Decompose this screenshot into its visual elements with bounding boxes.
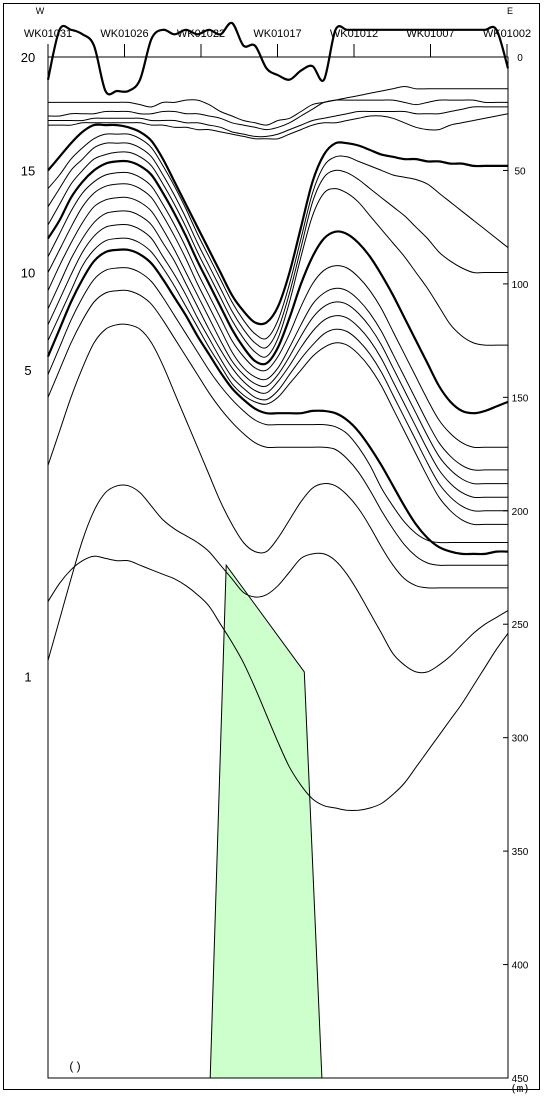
isotherm-18-5	[47, 99, 508, 131]
isotherm-13	[47, 210, 508, 499]
isotherm-12	[47, 237, 508, 526]
temperature-tick-label: 20	[21, 50, 35, 65]
isotherm-14-5	[47, 171, 508, 449]
chart-frame	[3, 3, 540, 1090]
east-label: E	[507, 6, 513, 16]
depth-tick-label: 50	[514, 166, 526, 177]
depth-tick-label: 250	[512, 620, 529, 631]
isotherm-12-5	[47, 223, 508, 512]
temperature-tick-label: 1	[24, 669, 31, 684]
west-label: W	[36, 6, 45, 16]
isotherm-10	[47, 289, 508, 566]
isotherm-13-5	[47, 196, 508, 485]
depth-tick-label: 400	[512, 961, 529, 972]
depth-tick-label: 450	[512, 1074, 529, 1085]
station-label: WK01002	[483, 28, 531, 40]
depth-tick-label: 100	[512, 280, 529, 291]
isotherm-16	[47, 142, 508, 349]
station-label: WK01012	[330, 28, 378, 40]
isotherm-7	[47, 484, 509, 674]
depth-unit-label: (m)	[510, 1082, 530, 1095]
highlight-region	[209, 563, 323, 1079]
depth-tick-label: 150	[512, 393, 529, 404]
isotherm-15	[47, 159, 509, 415]
depth-tick-label: 350	[512, 847, 529, 858]
bottom-note: ( )	[69, 1059, 80, 1073]
isotherm-17-5	[48, 113, 509, 140]
depth-tick-label: 300	[512, 734, 529, 745]
isotherm-20	[46, 21, 510, 96]
isotherm-11	[47, 267, 508, 544]
station-label: WK01026	[100, 28, 148, 40]
isotherm-16-5	[47, 133, 509, 340]
station-label: WK01017	[253, 28, 301, 40]
depth-tick-label: 200	[512, 507, 529, 518]
isotherm-9	[47, 323, 508, 589]
isotherm-14	[47, 183, 508, 471]
station-label: WK01031	[24, 28, 72, 40]
temperature-tick-label: 10	[21, 266, 35, 281]
isotherm-19	[48, 86, 508, 126]
isotherm-17	[47, 123, 508, 326]
depth-tick-label: 0	[517, 53, 523, 64]
isotherm-11-5	[46, 248, 509, 556]
temperature-tick-label: 5	[24, 363, 31, 378]
isotherm-15-5	[47, 151, 508, 358]
isotherm-5	[47, 555, 509, 812]
station-label: WK01007	[406, 28, 454, 40]
temperature-tick-label: 15	[21, 163, 35, 178]
isotherm-18	[48, 106, 508, 138]
